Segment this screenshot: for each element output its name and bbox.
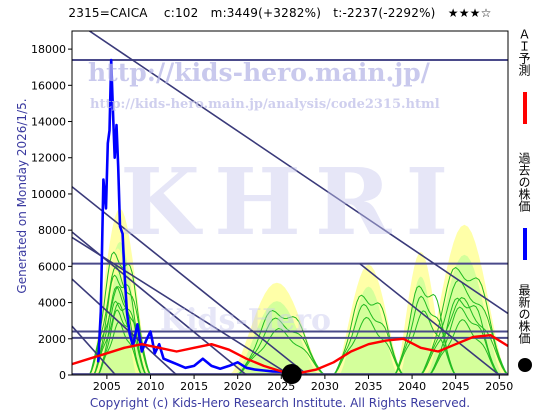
forecast-path	[237, 317, 326, 375]
watermark-analysis-url: http://kids-hero.main.jp/analysis/code23…	[90, 97, 440, 112]
forecast-path	[333, 303, 404, 375]
y-tick-label: 10000	[31, 188, 66, 201]
chart-header: 2315=CAICA c:102 m:3449(+3282%) t:-2237(…	[68, 6, 492, 20]
x-tick-label: 2020	[224, 380, 252, 393]
watermark-brand-small: Kids-Hero	[160, 303, 332, 338]
y-tick-label: 14000	[31, 116, 66, 129]
forecast-path	[237, 309, 326, 375]
x-tick-label: 2005	[93, 380, 121, 393]
trend-line	[359, 263, 500, 375]
x-tick-label: 2045	[442, 380, 470, 393]
trend-line	[72, 236, 291, 375]
trend-line	[72, 325, 117, 375]
latest-price-dot	[281, 364, 302, 384]
y-tick-label: 4000	[38, 297, 66, 310]
trend-line	[72, 278, 178, 375]
x-tick-label: 2030	[311, 380, 339, 393]
forecast-path	[237, 327, 326, 375]
y-tick-label: 8000	[38, 224, 66, 237]
x-tick-label: 2015	[180, 380, 208, 393]
series-past-price	[96, 58, 290, 375]
y-tick-label: 0	[59, 369, 66, 382]
forecast-path	[97, 300, 143, 375]
legend-past-label: 過去の株価	[517, 152, 531, 212]
forecast-path	[394, 310, 457, 375]
forecast-path	[394, 295, 457, 375]
legend-latest-label: 最新の株価	[517, 284, 531, 344]
legend-ai-label: ＡＩ予測	[517, 28, 531, 76]
y-tick-label: 6000	[38, 260, 66, 273]
trend-line	[72, 186, 308, 375]
forecast-path	[93, 302, 147, 375]
legend-latest-dot	[518, 358, 532, 372]
y-tick-label: 12000	[31, 152, 66, 165]
legend-past-swatch	[523, 228, 527, 260]
x-tick-label: 2010	[136, 380, 164, 393]
forecast-path	[420, 297, 508, 375]
plot-frame	[71, 30, 509, 376]
copyright-footer: Copyright (c) Kids-Hero Research Institu…	[89, 396, 471, 410]
y-tick-label: 16000	[31, 79, 66, 92]
x-tick-label: 2050	[485, 380, 513, 393]
forecast-path	[429, 319, 500, 375]
y-tick-label: 18000	[31, 43, 66, 56]
y-tick-label: 2000	[38, 333, 66, 346]
watermark-url: http://kids-hero.main.jp/	[88, 58, 430, 87]
x-tick-label: 2040	[398, 380, 426, 393]
forecast-path	[420, 279, 508, 375]
generated-date-label: Generated on Monday 2026/1/5.	[15, 98, 29, 294]
forecast-path	[333, 294, 404, 375]
x-tick-label: 2025	[267, 380, 295, 393]
forecast-path	[429, 306, 500, 375]
legend-ai-swatch	[523, 92, 527, 124]
x-tick-label: 2035	[354, 380, 382, 393]
trend-line	[88, 31, 508, 315]
watermark-brand: KHRI	[120, 148, 463, 256]
